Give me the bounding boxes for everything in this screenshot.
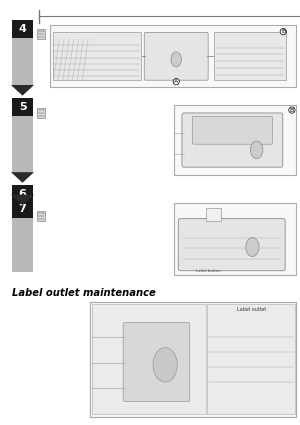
Bar [92,304,206,414]
Polygon shape [43,108,45,111]
Polygon shape [11,85,34,96]
Circle shape [171,52,181,67]
Polygon shape [11,172,34,183]
Bar [174,203,296,275]
Circle shape [246,238,259,256]
Bar [52,32,141,80]
Text: 7: 7 [19,204,26,214]
Bar [207,304,295,414]
Circle shape [153,348,177,382]
Bar [174,105,296,175]
Bar [12,116,33,172]
Bar [12,185,33,203]
Bar [12,218,33,272]
Text: B: B [281,29,285,34]
Bar [50,26,296,87]
Bar [90,302,296,416]
Polygon shape [11,195,34,205]
Text: 4: 4 [19,24,26,34]
Text: 6: 6 [19,189,26,199]
Bar [12,98,33,116]
FancyBboxPatch shape [178,218,285,271]
Bar [37,29,45,39]
Bar [12,200,33,218]
Bar [206,208,221,221]
FancyBboxPatch shape [192,116,272,144]
Text: B: B [290,108,294,113]
FancyBboxPatch shape [182,113,283,167]
Bar [214,32,286,80]
FancyBboxPatch shape [144,32,208,80]
Bar [12,20,33,38]
Bar [37,108,45,118]
Text: Label outlet maintenance: Label outlet maintenance [12,288,156,298]
Polygon shape [43,29,45,32]
FancyBboxPatch shape [123,323,190,401]
Bar [12,38,33,85]
Bar [37,211,45,221]
Text: 5: 5 [19,102,26,112]
Bar [90,302,296,416]
Text: Label outlet: Label outlet [237,307,266,312]
Polygon shape [43,211,45,214]
Text: Label button: Label button [196,269,220,273]
Text: A: A [174,79,178,84]
Circle shape [250,141,263,159]
